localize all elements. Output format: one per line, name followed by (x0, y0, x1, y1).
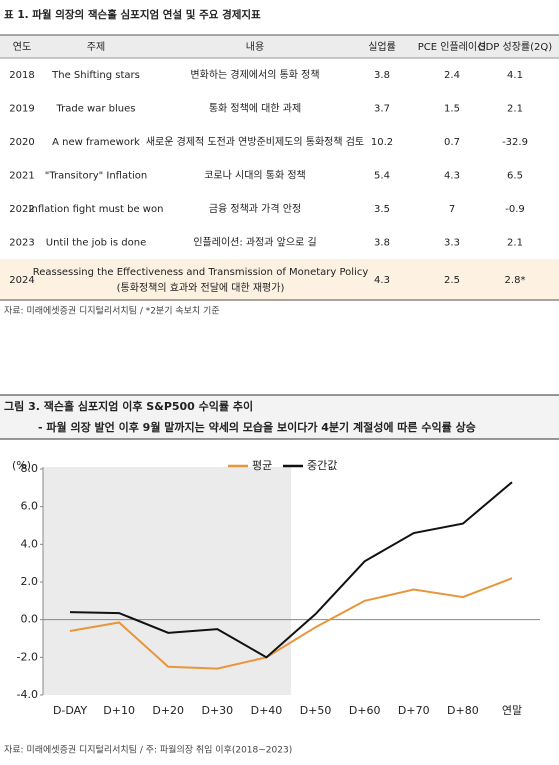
table-cell: The Shifting stars (51, 70, 140, 81)
table-cell: 2023 (9, 237, 34, 248)
table-header-cell: 실업률 (368, 40, 396, 53)
x-tick-label: D+30 (201, 704, 233, 717)
table-cell: 0.7 (444, 137, 460, 148)
table-cell: Reassessing the Effectiveness and Transm… (33, 267, 369, 278)
table-cell: 2.5 (444, 275, 460, 286)
table-cell: 코로나 시대의 통화 정책 (204, 169, 306, 181)
table-cell: 4.3 (444, 170, 460, 181)
table-cell: Until the job is done (46, 237, 146, 248)
table-cell: 3.7 (374, 103, 390, 114)
y-tick-label: 8.0 (21, 462, 39, 475)
table-cell: A new framework (52, 137, 140, 148)
table-cell: 3.5 (374, 204, 390, 215)
table-cell: 인플레이션: 과정과 앞으로 길 (193, 235, 316, 248)
y-tick-label: 2.0 (21, 575, 39, 588)
x-tick-label: D+70 (398, 704, 430, 717)
table-cell: -32.9 (502, 137, 528, 148)
table-header-cell: 연도 (13, 41, 31, 53)
table-title: 표 1. 파월 의장의 잭슨홀 심포지엄 연설 및 주요 경제지표 (4, 8, 261, 21)
table-cell: 3.8 (374, 237, 390, 248)
table-cell: 2019 (9, 103, 34, 114)
series-line (69, 577, 513, 670)
table-cell: 2024 (9, 275, 34, 286)
table-cell: 1.5 (444, 103, 460, 114)
x-tick-label: D+20 (152, 704, 184, 717)
table-header-cell: GDP 성장률(2Q) (478, 41, 552, 53)
table-cell: 3.8 (374, 70, 390, 81)
table-cell: 2022 (9, 204, 34, 215)
row-highlight (0, 259, 559, 301)
y-tick-label: -4.0 (17, 688, 38, 701)
table-cell: 2020 (9, 137, 34, 148)
y-tick-label: -2.0 (17, 650, 38, 663)
table-header-cell: 내용 (246, 41, 264, 53)
table-cell: (통화정책의 효과와 전달에 대한 재평가) (117, 282, 285, 294)
shaded-period (43, 467, 291, 695)
series-line (69, 481, 513, 659)
table-cell: 2.1 (507, 103, 523, 114)
table-header-cell: PCE 인플레이션 (418, 41, 487, 53)
x-tick-label: D+40 (251, 704, 283, 717)
table-cell: Inflation fight must be won (29, 204, 164, 215)
y-tick-label: 6.0 (21, 500, 39, 513)
table-cell: 7 (449, 204, 455, 215)
x-tick-label: D+60 (349, 704, 381, 717)
x-tick-label: D+50 (300, 704, 332, 717)
x-tick-label: D+10 (103, 704, 135, 717)
x-tick-label: D+80 (447, 704, 479, 717)
chart-subtitle: - 파월 의장 발언 이후 9월 말까지는 약세의 모습을 보이다가 4분기 계… (38, 420, 476, 434)
legend-label: 중간값 (307, 459, 337, 472)
x-tick-label: 연말 (502, 704, 522, 717)
table-cell: "Transitory" Inflation (45, 170, 148, 181)
y-axis-label: (%) (12, 459, 31, 472)
legend-label: 평균 (252, 459, 272, 472)
table-cell: 6.5 (507, 170, 523, 181)
table-cell: 금융 정책과 가격 안정 (209, 202, 301, 215)
table-cell: 변화하는 경제에서의 통화 정책 (190, 68, 319, 81)
table-cell: 2018 (9, 70, 34, 81)
table-header-bg (0, 35, 559, 58)
table-header-cell: 주제 (87, 41, 105, 53)
chart-title: 그림 3. 잭슨홀 심포지엄 이후 S&P500 수익률 추이 (4, 399, 253, 413)
table-cell: 2.8* (505, 275, 526, 286)
table-source: 자료: 미래에셋증권 디지털리서치팀 / *2분기 속보치 기준 (4, 305, 220, 317)
chart-title-bg (0, 395, 559, 439)
table-cell: -0.9 (505, 204, 525, 215)
table-cell: 4.3 (374, 275, 390, 286)
table-cell: 통화 정책에 대한 과제 (209, 102, 301, 114)
table-cell: 2.1 (507, 237, 523, 248)
table-cell: 새로운 경제적 도전과 연방준비제도의 통화정책 검토 (146, 135, 364, 148)
table-cell: 10.2 (371, 137, 393, 148)
y-tick-label: 4.0 (21, 537, 39, 550)
y-tick-label: 0.0 (21, 613, 39, 626)
table-cell: 4.1 (507, 70, 523, 81)
table-cell: 5.4 (374, 170, 390, 181)
table-cell: Trade war blues (56, 103, 136, 114)
chart-source: 자료: 미래에셋증권 디지털리서치팀 / 주: 파월의장 취임 이후(2018~… (4, 744, 292, 756)
table-cell: 3.3 (444, 237, 460, 248)
table-cell: 2021 (9, 170, 34, 181)
table-cell: 2.4 (444, 70, 460, 81)
x-tick-label: D-DAY (53, 704, 87, 717)
